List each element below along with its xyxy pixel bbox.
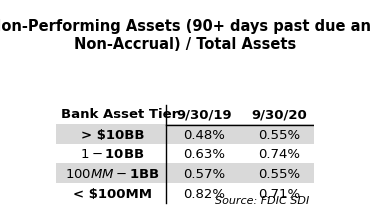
Text: 0.57%: 0.57% (184, 168, 225, 181)
Text: 0.71%: 0.71% (258, 188, 300, 200)
Text: $1-$10BB: $1-$10BB (80, 149, 145, 161)
Text: Bank Asset Tier: Bank Asset Tier (61, 108, 178, 121)
Text: 9/30/20: 9/30/20 (252, 108, 307, 121)
Text: 0.55%: 0.55% (258, 129, 300, 142)
Text: 9/30/19: 9/30/19 (176, 108, 232, 121)
FancyBboxPatch shape (56, 163, 314, 183)
Text: 0.55%: 0.55% (258, 168, 300, 181)
Text: $100MM - $1BB: $100MM - $1BB (65, 168, 160, 181)
Text: Non-Performing Assets (90+ days past due and
Non-Accrual) / Total Assets: Non-Performing Assets (90+ days past due… (0, 19, 370, 52)
Text: 0.74%: 0.74% (258, 149, 300, 161)
Text: 0.82%: 0.82% (184, 188, 225, 200)
Text: 0.48%: 0.48% (184, 129, 225, 142)
Text: > $10BB: > $10BB (81, 129, 144, 142)
Text: 0.63%: 0.63% (184, 149, 225, 161)
FancyBboxPatch shape (56, 124, 314, 143)
Text: < $100MM: < $100MM (73, 188, 152, 200)
Text: Source: FDIC SDI: Source: FDIC SDI (215, 196, 309, 206)
